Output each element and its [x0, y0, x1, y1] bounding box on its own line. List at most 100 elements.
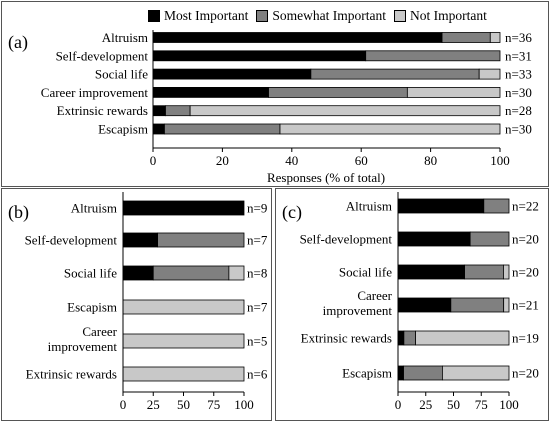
- x-tick-label-a-40: 40: [285, 153, 298, 168]
- bar-a-altruism-somewhat-important: [441, 32, 491, 43]
- bar-b-extrinsic-rewards-not-important: [122, 366, 245, 382]
- category-label-c-extrinsic-rewards: Extrinsic rewards: [301, 331, 392, 346]
- x-tick-label-b-0: 0: [120, 397, 127, 412]
- bar-c-self-development-most-important: [397, 231, 471, 247]
- category-label-b-altruism: Altruism: [71, 201, 117, 216]
- bar-c-escapism-somewhat-important: [403, 365, 443, 381]
- x-tick-label-c-50: 50: [447, 397, 460, 412]
- count-label-a-altruism: n=36: [505, 30, 532, 45]
- bar-a-escapism-not-important: [279, 123, 501, 135]
- legend-item-most-important: Most Important: [148, 8, 248, 24]
- category-label-c-career-improvement: Career improvement: [323, 288, 393, 318]
- panel-a-frame: [1, 1, 549, 187]
- bar-a-social-life-most-important: [152, 68, 312, 80]
- bar-b-social-life-not-important: [228, 265, 245, 281]
- bar-c-extrinsic-rewards-somewhat-important: [403, 330, 416, 346]
- x-axis-label-a: Responses (% of total): [267, 170, 385, 185]
- x-tick-label-c-0: 0: [395, 397, 402, 412]
- count-label-b-escapism: n=7: [247, 300, 268, 315]
- bar-c-career-improvement-somewhat-important: [450, 297, 505, 313]
- bar-a-extrinsic-rewards-not-important: [189, 105, 501, 117]
- bar-b-self-development-most-important: [122, 232, 159, 248]
- bar-c-career-improvement-not-important: [503, 297, 510, 313]
- bar-b-social-life-most-important: [122, 265, 154, 281]
- bar-c-extrinsic-rewards-most-important: [397, 330, 405, 346]
- bar-c-escapism-not-important: [441, 365, 510, 381]
- category-label-c-social-life: Social life: [339, 265, 392, 280]
- bar-a-social-life-somewhat-important: [310, 68, 480, 80]
- bar-a-self-development-most-important: [152, 50, 367, 62]
- x-tick-label-c-25: 25: [419, 397, 432, 412]
- x-tick-label-a-100: 100: [490, 153, 510, 168]
- count-label-a-career-improvement: n=30: [505, 85, 532, 100]
- x-tick-label-a-80: 80: [424, 153, 437, 168]
- bar-a-extrinsic-rewards-somewhat-important: [165, 105, 191, 117]
- x-tick-label-b-50: 50: [177, 397, 190, 412]
- category-label-b-career-improvement: Career improvement: [48, 324, 118, 354]
- category-label-a-extrinsic-rewards: Extrinsic rewards: [57, 103, 148, 118]
- legend-item-somewhat-important: Somewhat Important: [256, 8, 386, 24]
- count-label-b-social-life: n=8: [247, 266, 267, 281]
- x-tick-label-b-100: 100: [234, 397, 254, 412]
- category-label-c-altruism: Altruism: [346, 199, 392, 214]
- bar-a-escapism-most-important: [152, 123, 165, 135]
- panel-b-frame: [1, 188, 272, 421]
- category-label-a-career-improvement: Career improvement: [41, 85, 149, 100]
- count-label-b-self-development: n=7: [247, 233, 268, 248]
- category-label-a-altruism: Altruism: [102, 30, 148, 45]
- legend-swatch-somewhat-important: [256, 10, 269, 22]
- bar-c-social-life-not-important: [503, 264, 510, 280]
- legend-label-not-important: Not Important: [409, 8, 487, 23]
- bar-c-self-development-somewhat-important: [469, 231, 510, 247]
- panel-label-a: (a): [8, 32, 28, 53]
- count-label-a-social-life: n=33: [505, 67, 532, 82]
- x-tick-label-a-20: 20: [216, 153, 229, 168]
- legend-label-somewhat-important: Somewhat Important: [272, 8, 386, 23]
- category-label-a-self-development: Self-development: [56, 48, 149, 63]
- category-label-b-escapism: Escapism: [67, 300, 117, 315]
- bar-b-escapism-not-important: [122, 299, 245, 315]
- bar-a-career-improvement-not-important: [406, 87, 501, 98]
- legend-label-most-important: Most Important: [164, 8, 249, 23]
- x-tick-label-c-100: 100: [499, 397, 519, 412]
- bar-b-self-development-somewhat-important: [157, 232, 245, 248]
- count-label-c-extrinsic-rewards: n=19: [512, 331, 539, 346]
- bar-a-social-life-not-important: [478, 68, 501, 80]
- legend-swatch-not-important: [393, 10, 406, 22]
- bar-c-escapism-most-important: [397, 365, 404, 381]
- category-label-c-escapism: Escapism: [342, 366, 392, 381]
- bar-a-escapism-somewhat-important: [164, 123, 281, 135]
- count-label-b-altruism: n=9: [247, 201, 267, 216]
- bar-c-social-life-somewhat-important: [464, 264, 504, 280]
- bar-c-career-improvement-most-important: [397, 297, 452, 313]
- bar-a-self-development-somewhat-important: [365, 50, 501, 62]
- panel-label-b: (b): [8, 202, 29, 223]
- bar-b-social-life-somewhat-important: [152, 265, 230, 281]
- category-label-b-extrinsic-rewards: Extrinsic rewards: [26, 367, 117, 382]
- bar-c-extrinsic-rewards-not-important: [415, 330, 510, 346]
- bar-a-altruism-most-important: [152, 32, 443, 43]
- x-tick-label-c-75: 75: [475, 397, 488, 412]
- legend-swatch-most-important: [148, 10, 160, 22]
- chart-legend: Most Important Somewhat Important Not Im…: [148, 6, 495, 26]
- bar-b-altruism-most-important: [122, 200, 245, 216]
- count-label-a-extrinsic-rewards: n=28: [505, 103, 532, 118]
- count-label-c-social-life: n=20: [512, 265, 539, 280]
- count-label-b-career-improvement: n=5: [247, 334, 267, 349]
- bar-a-extrinsic-rewards-most-important: [152, 105, 166, 117]
- panel-label-c: (c): [282, 202, 302, 223]
- category-label-b-self-development: Self-development: [25, 233, 118, 248]
- count-label-c-self-development: n=20: [512, 232, 539, 247]
- bar-a-career-improvement-most-important: [152, 87, 269, 98]
- count-label-b-extrinsic-rewards: n=6: [247, 367, 268, 382]
- x-tick-label-b-75: 75: [207, 397, 220, 412]
- category-label-b-social-life: Social life: [64, 266, 117, 281]
- bar-b-career-improvement-not-important: [122, 333, 245, 349]
- count-label-c-career-improvement: n=21: [512, 298, 539, 313]
- bar-a-career-improvement-somewhat-important: [268, 87, 408, 98]
- count-label-a-escapism: n=30: [505, 122, 532, 137]
- bar-a-altruism-not-important: [489, 32, 501, 43]
- x-tick-label-a-60: 60: [355, 153, 368, 168]
- count-label-c-escapism: n=20: [512, 366, 539, 381]
